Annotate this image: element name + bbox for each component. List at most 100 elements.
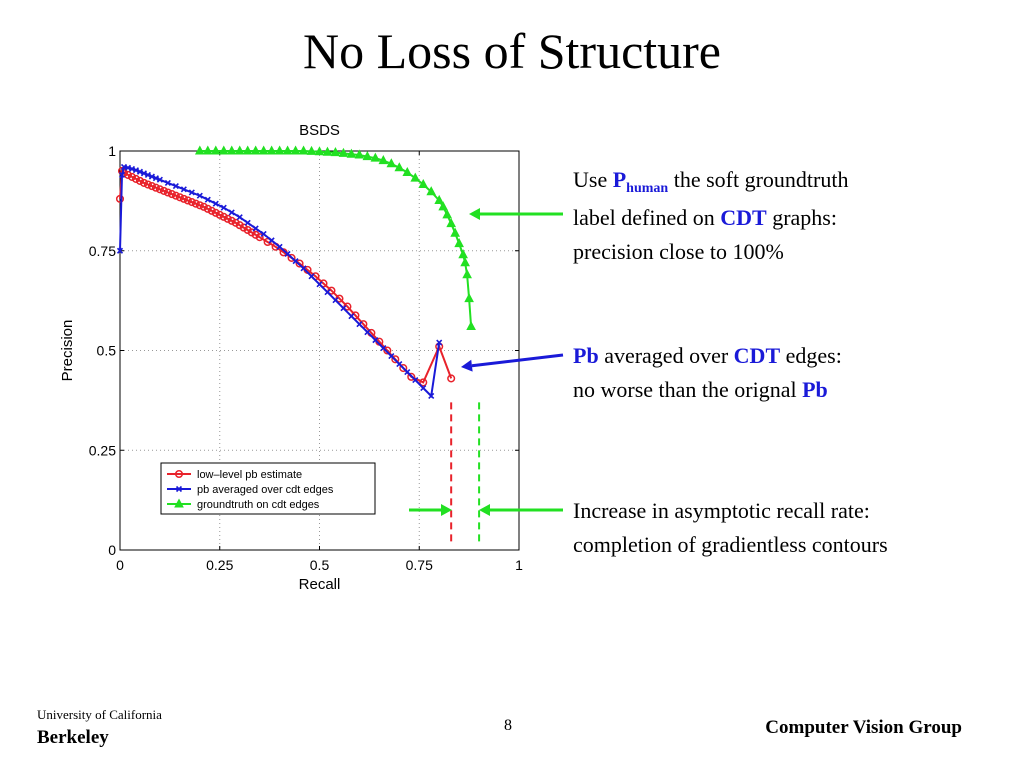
- note1-line3: precision close to 100%: [573, 239, 784, 264]
- data-point-circle: [159, 186, 168, 195]
- note2-suffix: edges:: [780, 343, 842, 368]
- annotation-arrow-head: [479, 504, 490, 516]
- y-axis-label: Precision: [59, 320, 76, 382]
- data-point-x: [196, 192, 203, 199]
- data-point-x: [140, 170, 148, 177]
- data-point-circle: [295, 259, 304, 268]
- legend-label: pb averaged over cdt edges: [197, 484, 334, 496]
- data-point-circle: [195, 201, 204, 210]
- data-point-x: [188, 189, 195, 196]
- data-point-circle: [123, 170, 133, 179]
- note-pb-averaged: Pb averaged over CDT edges: no worse tha…: [573, 339, 1013, 407]
- chart-title: BSDS: [299, 122, 340, 139]
- data-point-x: [260, 230, 267, 238]
- data-point-circle: [115, 194, 125, 203]
- data-point-circle: [175, 193, 184, 202]
- annotation-arrow-head: [469, 208, 480, 220]
- data-point-triangle: [202, 145, 213, 155]
- data-point-triangle: [354, 149, 365, 159]
- data-point-circle: [147, 182, 156, 191]
- y-tick-label: 0.75: [89, 243, 116, 259]
- data-point-x: [132, 167, 140, 174]
- y-tick-label: 1: [108, 143, 116, 159]
- data-point-triangle: [426, 186, 437, 196]
- x-tick-label: 0: [116, 557, 124, 573]
- data-point-x: [420, 384, 427, 392]
- data-point-circle: [131, 174, 141, 183]
- note1-highlight: P: [612, 167, 627, 192]
- note-recall-rate: Increase in asymptotic recall rate: comp…: [573, 494, 1013, 562]
- data-point-triangle: [442, 209, 453, 219]
- data-point-triangle: [250, 145, 261, 155]
- data-point-triangle: [226, 145, 237, 155]
- data-point-x: [164, 179, 171, 186]
- note1-middle: the soft groundtruth: [668, 167, 849, 192]
- note-groundtruth: Use Phuman the soft groundtruth label de…: [573, 163, 1013, 269]
- data-point-triangle: [386, 158, 397, 168]
- data-point-triangle: [446, 218, 457, 228]
- data-point-x: [124, 164, 132, 171]
- data-point-circle: [447, 374, 456, 383]
- data-point-x: [380, 345, 387, 352]
- series-1: [116, 163, 443, 400]
- data-point-triangle: [290, 145, 301, 155]
- data-point-x: [204, 196, 211, 203]
- data-point-x: [236, 214, 243, 221]
- data-point-triangle: [402, 166, 413, 177]
- data-point-x: [412, 376, 419, 384]
- data-point-triangle: [346, 148, 357, 158]
- data-point-circle: [139, 178, 148, 187]
- data-point-x: [136, 168, 144, 175]
- data-point-x: [276, 243, 283, 250]
- chart-series-group: [115, 145, 481, 546]
- note2-middle: averaged over: [598, 343, 734, 368]
- x-tick-label: 1: [515, 557, 523, 573]
- data-point-triangle: [418, 178, 429, 189]
- data-point-x: [324, 289, 331, 296]
- data-point-circle: [179, 194, 188, 203]
- data-point-x: [220, 204, 227, 211]
- data-point-x: [244, 219, 251, 226]
- legend-label: low–level pb estimate: [197, 469, 302, 481]
- annotation-arrow-shaft: [471, 353, 564, 368]
- data-point-x: [428, 392, 435, 400]
- data-point-triangle: [330, 147, 341, 157]
- note1-highlight-sub: human: [626, 181, 669, 196]
- data-point-circle: [219, 212, 228, 221]
- note1-line2-highlight: CDT: [720, 205, 767, 230]
- x-axis-label: Recall: [299, 576, 341, 593]
- data-point-x: [340, 305, 347, 312]
- chart-frame: 00 0.25 0.25 0.5 0.5 0.75 0.75 1 1 BSDS Recall Prec…: [59, 122, 523, 593]
- data-point-circle: [163, 188, 172, 197]
- data-point-circle: [251, 230, 260, 239]
- data-point-circle: [127, 172, 137, 181]
- data-point-triangle: [458, 249, 468, 259]
- data-point-triangle: [370, 152, 381, 162]
- data-point-triangle: [450, 227, 460, 237]
- data-point-circle: [143, 180, 152, 189]
- data-point-triangle: [306, 145, 317, 155]
- data-point-x: [228, 209, 235, 216]
- note2-line2-highlight: Pb: [802, 377, 828, 402]
- data-point-circle: [235, 221, 244, 230]
- note3-line2: completion of gradientless contours: [573, 532, 888, 557]
- data-point-x: [180, 186, 187, 193]
- data-point-x: [252, 225, 259, 232]
- data-point-triangle: [218, 145, 229, 155]
- data-point-circle: [287, 253, 296, 262]
- note1-line2-suffix: graphs:: [766, 205, 837, 230]
- data-point-triangle: [466, 320, 476, 331]
- data-point-triangle: [174, 498, 184, 508]
- data-point-circle: [239, 223, 248, 232]
- slide-title: No Loss of Structure: [303, 23, 721, 79]
- data-point-circle: [255, 233, 264, 242]
- data-point-triangle: [434, 194, 445, 204]
- data-point-triangle: [460, 257, 470, 267]
- data-point-x: [372, 337, 379, 344]
- legend-box: [160, 462, 376, 515]
- data-point-circle: [191, 199, 200, 208]
- data-point-triangle: [314, 146, 325, 156]
- data-point-x: [348, 313, 355, 320]
- footer-university: University of California: [37, 707, 162, 722]
